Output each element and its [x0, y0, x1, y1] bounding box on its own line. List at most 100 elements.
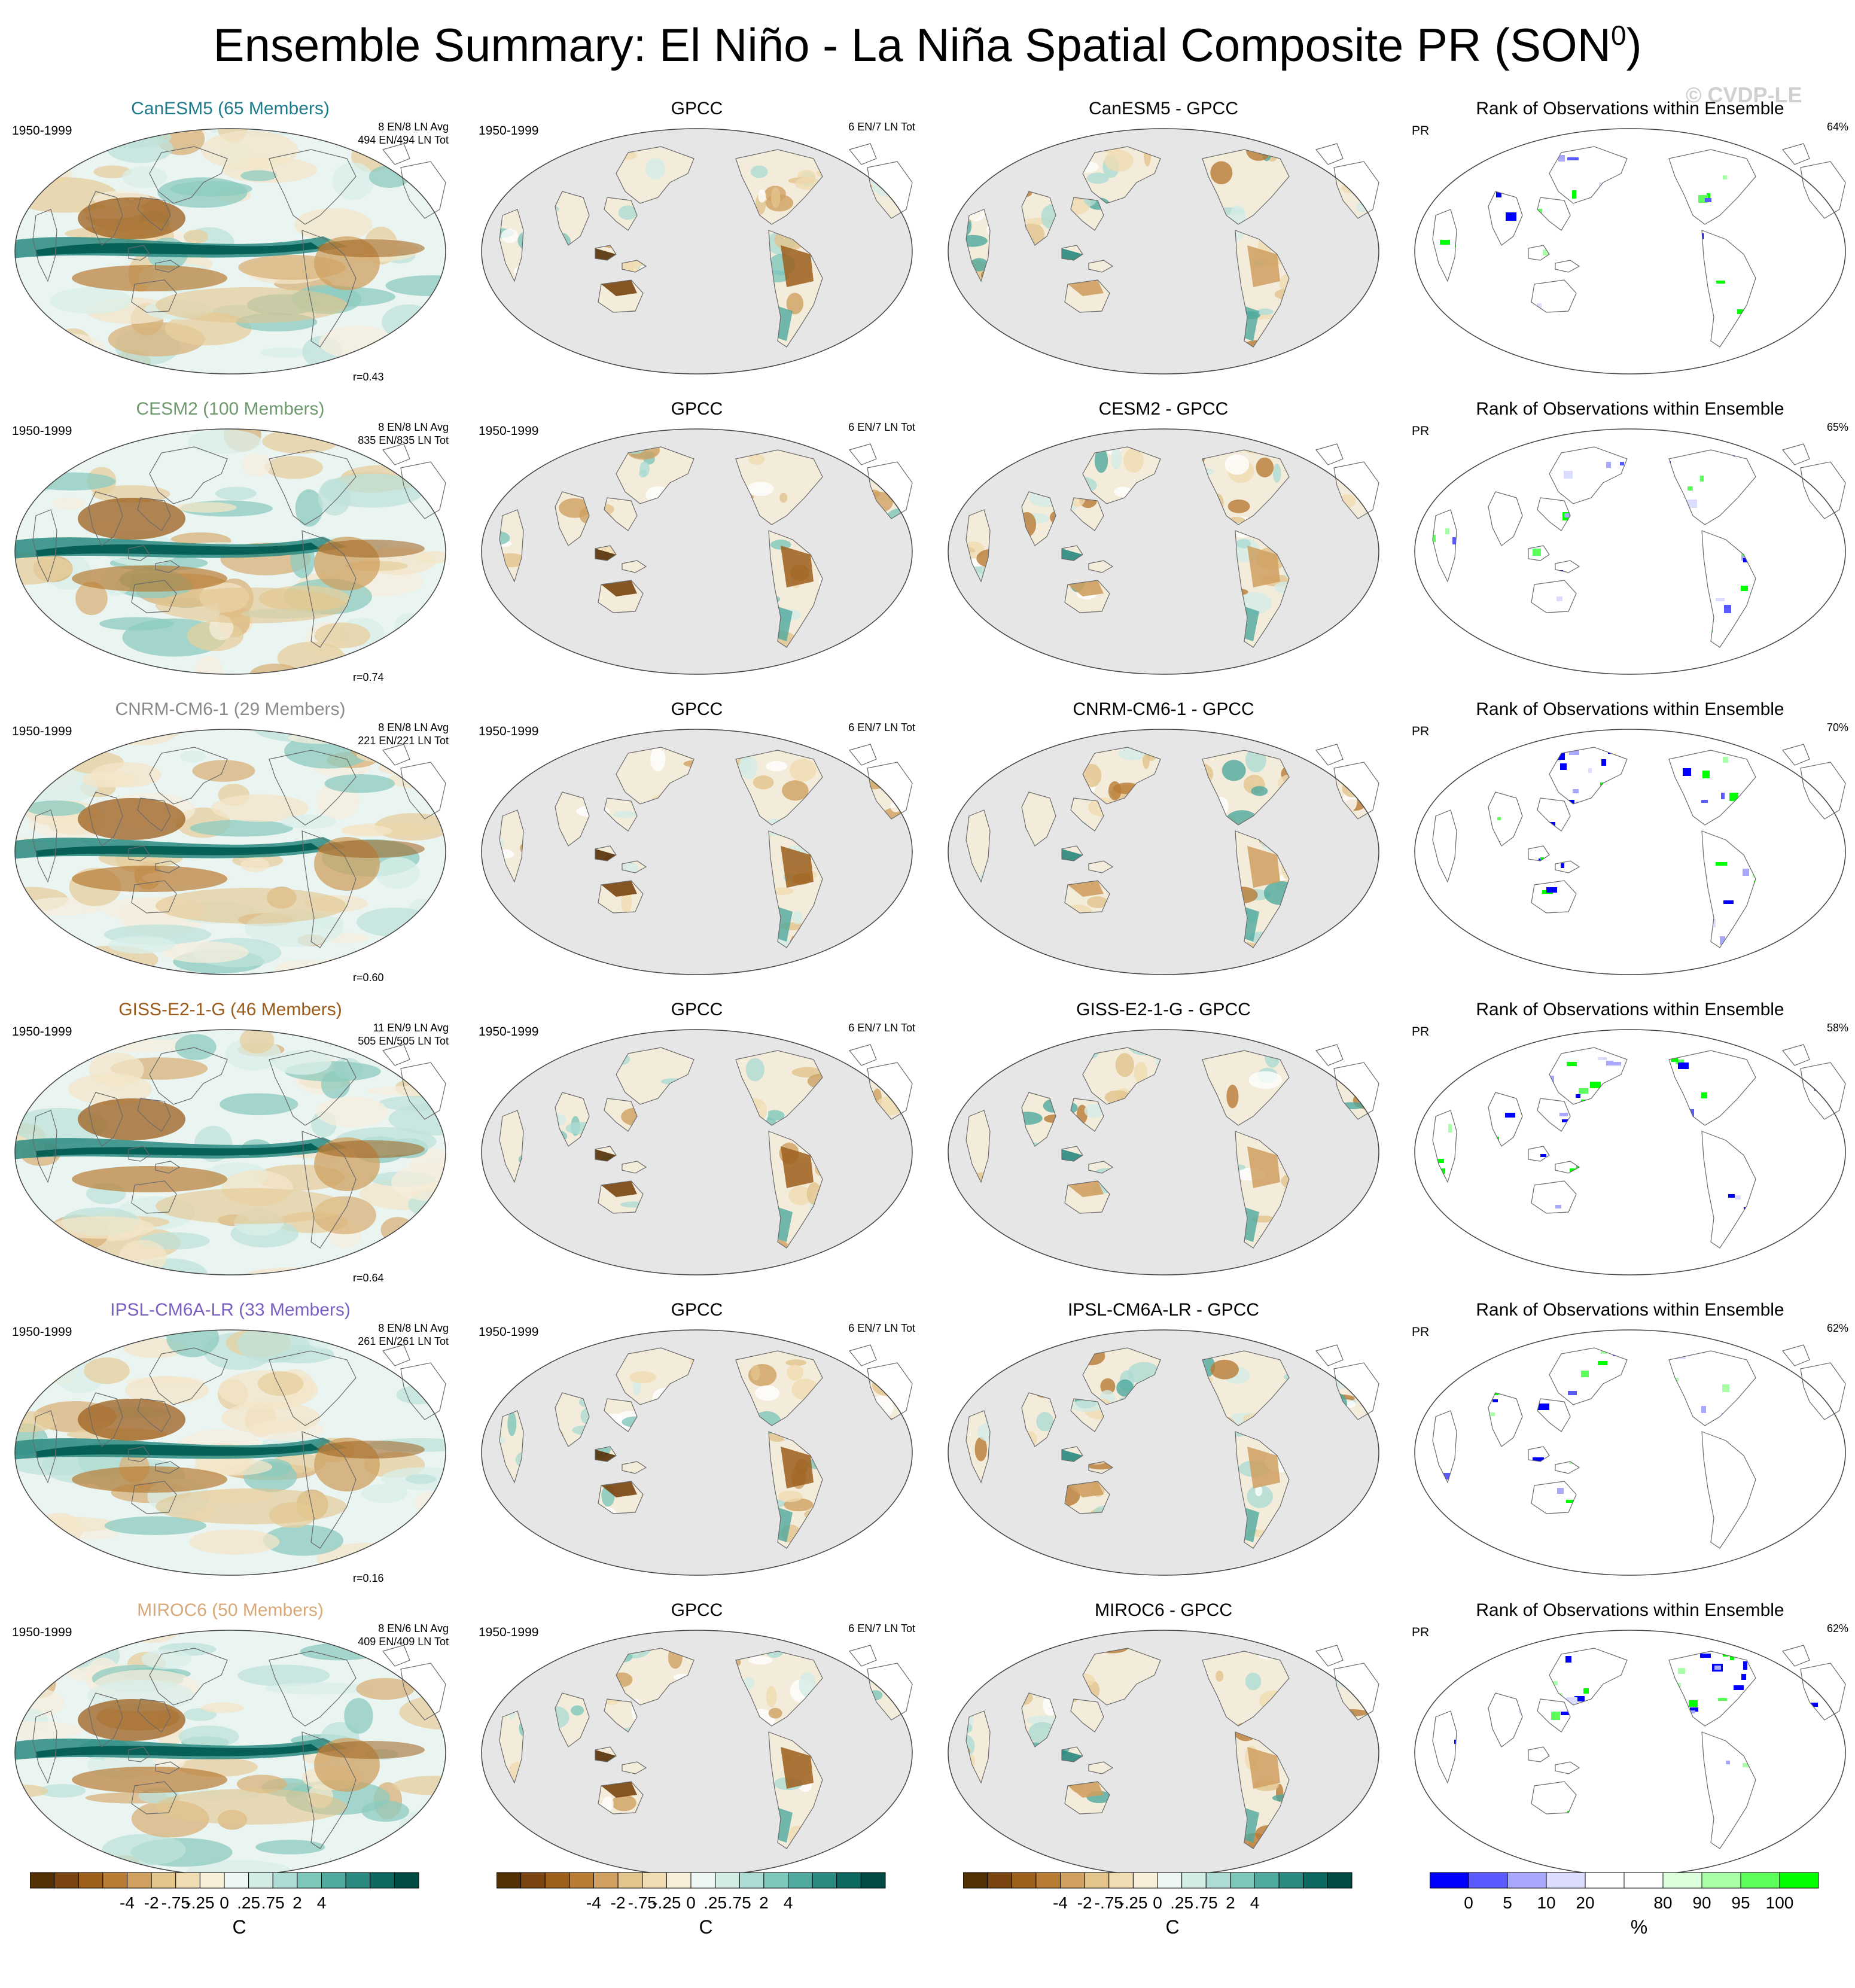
panel-title: CESM2 (100 Members) — [136, 399, 325, 419]
pattern-correlation: r=0.16 — [353, 1572, 384, 1584]
difference-panel: CanESM5 - GPCC — [933, 99, 1394, 398]
colorbar-swatch — [1011, 1872, 1037, 1889]
panel-title: CanESM5 - GPCC — [1088, 99, 1239, 118]
colorbar-swatch — [1157, 1872, 1183, 1889]
avg-count: 8 EN/8 LN Avg — [378, 121, 449, 133]
colorbar-swatch — [1278, 1872, 1304, 1889]
difference-panel: MIROC6 - GPCC — [933, 1600, 1394, 1899]
colorbar-tick: -.75 — [161, 1893, 190, 1912]
colorbar-swatch — [1205, 1872, 1231, 1889]
ensemble-panel: IPSL-CM6A-LR (33 Members) 1950-1999 8 EN/8… — [0, 1300, 461, 1599]
colorbar-swatch — [297, 1872, 322, 1889]
colorbar-ticks: 0 5 10 20 80 90 95 100 — [1430, 1893, 1848, 1917]
period-label: 1950-1999 — [12, 724, 72, 738]
map — [948, 729, 1379, 975]
period-label: 1950-1999 — [479, 1625, 539, 1639]
observation-panel: GPCC 1950-1999 6 EN/7 LN Tot — [467, 1300, 927, 1599]
colorbar-swatches — [496, 1872, 886, 1889]
colorbar-swatch — [520, 1872, 546, 1889]
map — [14, 1630, 446, 1876]
colorbar-swatch — [175, 1872, 200, 1889]
colorbar-tick: -4 — [586, 1893, 601, 1912]
colorbar-tick: 0 — [220, 1893, 229, 1912]
event-counts: 8 EN/8 LN Avg 835 EN/835 LN Tot — [358, 421, 449, 447]
rank-panel: Rank of Observations within Ensemble PR 64… — [1400, 99, 1855, 398]
colorbar-swatch — [763, 1872, 788, 1889]
avg-count: 8 EN/8 LN Avg — [378, 721, 449, 733]
colorbar-tick: -.75 — [628, 1893, 657, 1912]
colorbar: -4 -2 -.75 -.25 0 .25.75 2 4 C — [962, 1870, 1382, 1959]
colorbar-tick: 10 — [1537, 1893, 1556, 1912]
colorbar-tick: -2 — [144, 1893, 159, 1912]
panel-title: Rank of Observations within Ensemble — [1476, 1300, 1784, 1320]
panel-title: Rank of Observations within Ensemble — [1476, 399, 1784, 419]
colorbar-swatch — [860, 1872, 886, 1889]
ensemble-panel: MIROC6 (50 Members) 1950-1999 8 EN/6 LN Av… — [0, 1600, 461, 1899]
watermark: © CVDP-LE — [1686, 83, 1802, 107]
map — [948, 1029, 1379, 1275]
panel-title: Rank of Observations within Ensemble — [1476, 699, 1784, 719]
rank-panel: Rank of Observations within Ensemble PR 70… — [1400, 699, 1855, 998]
colorbar-swatch — [788, 1872, 813, 1889]
period-label: 1950-1999 — [12, 1325, 72, 1339]
colorbar-swatch — [690, 1872, 716, 1889]
colorbar-swatch — [593, 1872, 619, 1889]
rank-percent: 70% — [1826, 721, 1848, 733]
colorbar-swatch — [1108, 1872, 1134, 1889]
panel-title: MIROC6 (50 Members) — [137, 1600, 324, 1620]
colorbar-tick: 2 — [293, 1893, 302, 1912]
colorbar-tick: .75 — [727, 1893, 751, 1912]
colorbar-ticks: -4 -2 -.75 -.25 0 .25.75 2 4 — [963, 1893, 1382, 1917]
colorbar-swatch — [29, 1872, 55, 1889]
colorbar-swatch — [1060, 1872, 1085, 1889]
map — [481, 1029, 913, 1275]
period-label: 1950-1999 — [12, 124, 72, 138]
colorbar-tick: 80 — [1653, 1893, 1673, 1912]
panel-title: GPCC — [671, 699, 723, 719]
map — [948, 1630, 1379, 1876]
map — [14, 1029, 446, 1275]
pattern-correlation: r=0.60 — [353, 972, 384, 984]
difference-panel: GISS-E2-1-G - GPCC — [933, 1000, 1394, 1299]
map — [948, 128, 1379, 375]
total-count: 409 EN/409 LN Tot — [358, 1636, 449, 1648]
colorbar-swatch — [1181, 1872, 1207, 1889]
colorbar-tick: 20 — [1576, 1893, 1595, 1912]
colorbar-swatch — [987, 1872, 1012, 1889]
panel-title: CNRM-CM6-1 - GPCC — [1073, 699, 1254, 719]
event-counts: 6 EN/7 LN Tot — [848, 121, 915, 133]
rank-percent: 65% — [1826, 421, 1848, 433]
colorbar-swatch — [1701, 1872, 1741, 1889]
colorbar-tick: -.25 — [652, 1893, 681, 1912]
map — [481, 1329, 913, 1576]
panel-title: GPCC — [671, 99, 723, 118]
variable-label: PR — [1412, 1325, 1430, 1339]
colorbar-tick: 100 — [1765, 1893, 1794, 1912]
panel-title: CESM2 - GPCC — [1098, 399, 1229, 419]
event-counts: 8 EN/6 LN Avg 409 EN/409 LN Tot — [358, 1622, 449, 1648]
rank-percent: 64% — [1826, 121, 1848, 133]
colorbar-swatch — [715, 1872, 740, 1889]
map — [481, 428, 913, 675]
colorbar-swatches — [29, 1872, 419, 1889]
colorbar-swatch — [544, 1872, 570, 1889]
colorbar-swatch — [272, 1872, 298, 1889]
panel-title: CNRM-CM6-1 (29 Members) — [115, 699, 346, 719]
panel-title: GPCC — [671, 1300, 723, 1320]
panel-title: GISS-E2-1-G - GPCC — [1076, 1000, 1251, 1019]
colorbar-swatches — [1429, 1872, 1819, 1889]
colorbar-unit: C — [699, 1916, 713, 1938]
colorbar-tick: 2 — [759, 1893, 769, 1912]
map — [1414, 1630, 1846, 1876]
panel-title: CanESM5 (65 Members) — [131, 99, 330, 118]
colorbar-swatch — [1779, 1872, 1819, 1889]
colorbar-tick: .75 — [261, 1893, 285, 1912]
colorbar-swatch — [127, 1872, 152, 1889]
colorbar: -4 -2 -.75 -.25 0 .25.75 2 4 C — [496, 1870, 915, 1959]
rank-percent: 58% — [1826, 1022, 1848, 1034]
map — [14, 729, 446, 975]
rank-panel: Rank of Observations within Ensemble PR 65… — [1400, 399, 1855, 698]
colorbar-swatch — [321, 1872, 346, 1889]
colorbar-tick: 90 — [1692, 1893, 1711, 1912]
